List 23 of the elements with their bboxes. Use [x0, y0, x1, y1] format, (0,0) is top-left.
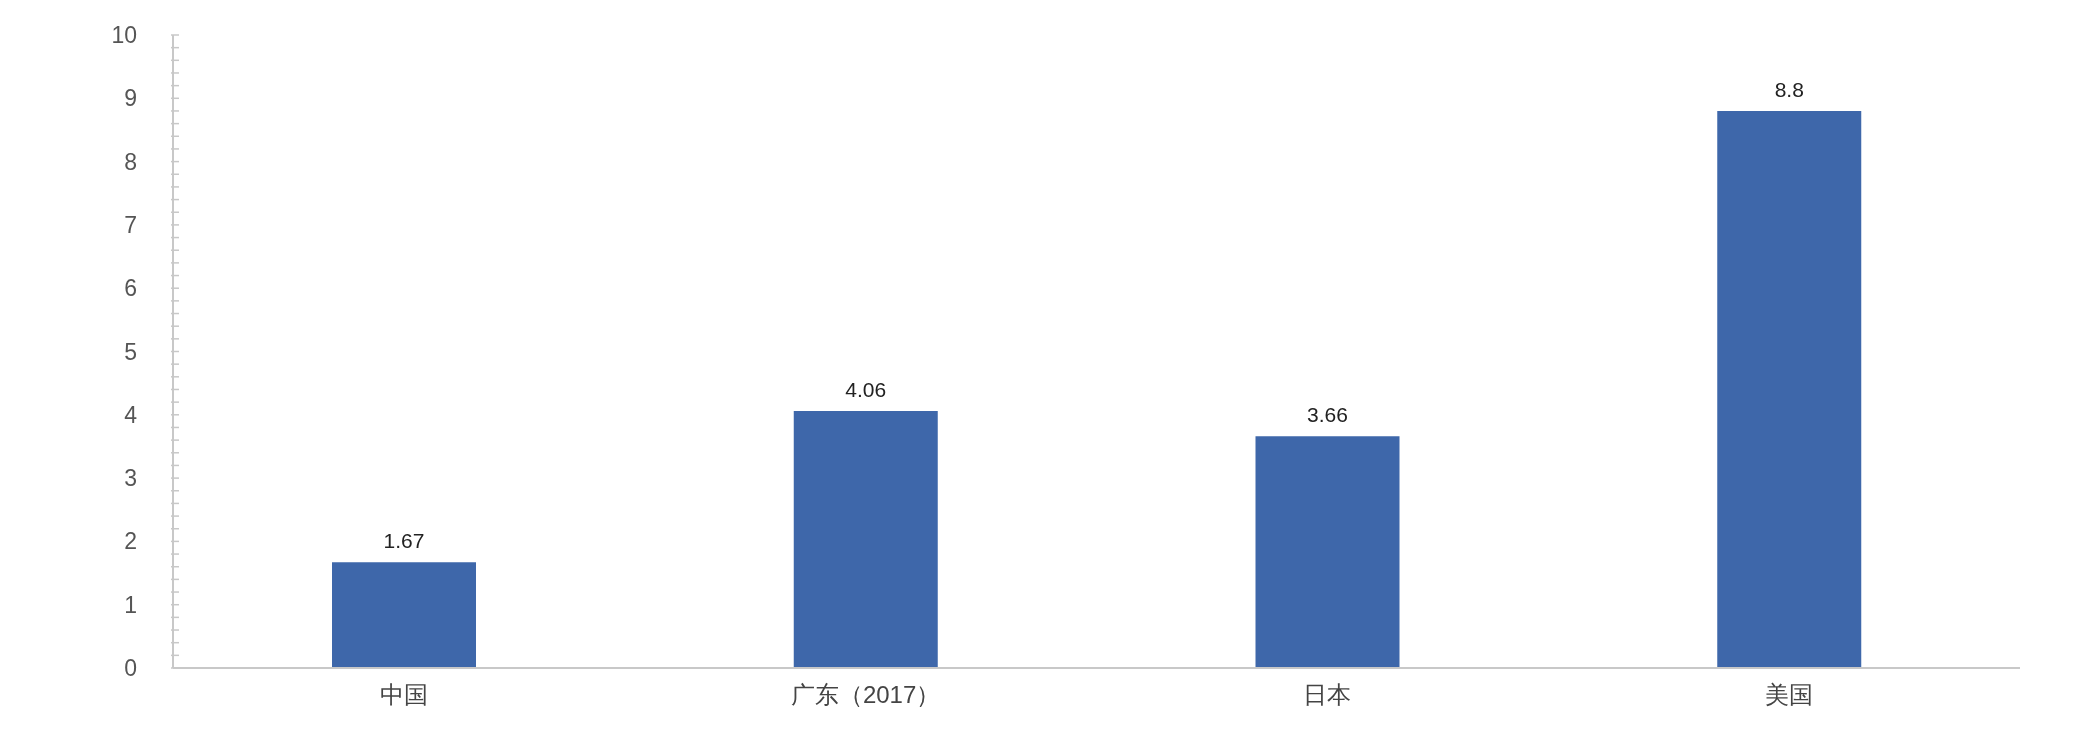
y-tick-label: 7	[124, 211, 137, 238]
bar	[793, 411, 938, 668]
x-tick-label: 中国	[379, 681, 428, 709]
y-tick-label: 2	[124, 528, 137, 555]
x-tick-label: 日本	[1303, 681, 1352, 709]
y-tick-label: 4	[124, 401, 138, 428]
y-tick-label: 8	[124, 148, 137, 175]
data-label: 4.06	[845, 378, 887, 401]
data-label: 3.66	[1307, 403, 1348, 427]
y-tick-label: 3	[124, 465, 137, 492]
bar	[1255, 436, 1400, 668]
x-tick-label: 美国	[1765, 681, 1814, 709]
bar	[1717, 110, 1862, 668]
y-tick-label: 9	[124, 85, 137, 112]
y-tick-label: 1	[124, 591, 137, 618]
bar	[332, 562, 476, 668]
x-tick-label: 广东（2017）	[790, 681, 941, 709]
data-label: 8.8	[1774, 77, 1804, 101]
data-label: 1.67	[383, 529, 425, 553]
y-tick-label: 6	[124, 275, 137, 302]
y-tick-label: 0	[124, 655, 137, 681]
y-tick-label: 10	[111, 22, 137, 48]
y-tick-label: 5	[124, 338, 137, 365]
